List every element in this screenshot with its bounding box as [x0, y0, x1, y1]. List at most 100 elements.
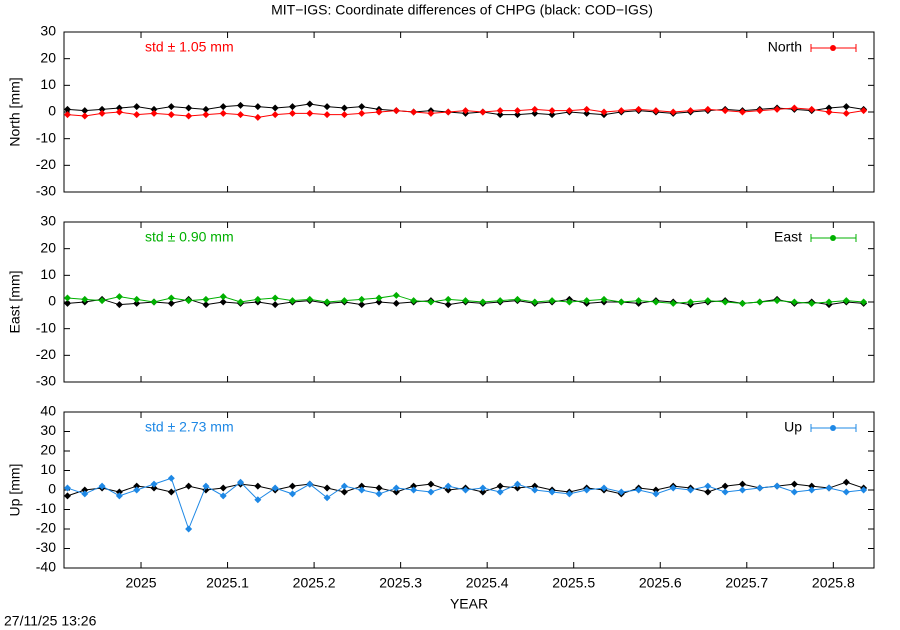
data-point [340, 488, 348, 496]
data-point [254, 113, 262, 121]
data-point [254, 103, 262, 111]
y-tick-label: 10 [40, 266, 56, 282]
data-point [808, 482, 816, 490]
std-annotation: std ± 0.90 mm [145, 229, 234, 245]
data-point [669, 299, 677, 307]
data-point [167, 111, 175, 119]
data-point [600, 295, 608, 303]
data-point [427, 109, 435, 117]
y-axis-label: North [mm] [7, 77, 23, 146]
data-point [340, 111, 348, 119]
data-point [115, 104, 123, 112]
data-point [860, 107, 868, 115]
data-point [98, 105, 106, 113]
data-point [825, 108, 833, 116]
data-point [288, 103, 296, 111]
data-point [427, 488, 435, 496]
y-tick-label: 0 [48, 103, 56, 119]
data-point [513, 484, 521, 492]
data-point [444, 108, 452, 116]
data-point [548, 107, 556, 115]
data-point [133, 299, 141, 307]
data-point [306, 109, 314, 117]
data-point [617, 488, 625, 496]
data-point [167, 488, 175, 496]
data-point [860, 486, 868, 494]
data-point [375, 294, 383, 302]
data-point [202, 295, 210, 303]
data-point [288, 109, 296, 117]
x-tick-label: 2025.3 [379, 575, 422, 591]
data-point [358, 301, 366, 309]
y-tick-label: -30 [36, 539, 56, 555]
data-point [773, 297, 781, 305]
x-tick-label: 2025 [125, 575, 156, 591]
data-point [219, 484, 227, 492]
data-point [63, 105, 71, 113]
data-point [496, 297, 504, 305]
data-point [790, 488, 798, 496]
legend-marker [830, 235, 836, 241]
data-point [462, 486, 470, 494]
data-point [513, 111, 521, 119]
y-axis-label: Up [mm] [7, 464, 23, 517]
y-tick-label: -30 [36, 373, 56, 389]
data-point [479, 484, 487, 492]
data-point [548, 488, 556, 496]
data-point [410, 486, 418, 494]
data-point [531, 109, 539, 117]
data-point [358, 486, 366, 494]
data-point [81, 490, 89, 498]
data-point [392, 299, 400, 307]
data-point [479, 298, 487, 306]
data-point [271, 484, 279, 492]
data-point [358, 109, 366, 117]
data-point [617, 298, 625, 306]
data-point [115, 108, 123, 116]
data-point [150, 105, 158, 113]
data-point [375, 108, 383, 116]
data-point [63, 294, 71, 302]
chart-title: MIT−IGS: Coordinate differences of CHPG … [271, 2, 653, 18]
data-point [496, 488, 504, 496]
data-point [496, 107, 504, 115]
data-point [340, 297, 348, 305]
y-tick-label: -20 [36, 346, 56, 362]
data-point [271, 111, 279, 119]
data-point [63, 299, 71, 307]
data-point [565, 107, 573, 115]
data-point [63, 484, 71, 492]
y-tick-label: 40 [40, 403, 56, 419]
data-point [254, 496, 262, 504]
x-tick-label: 2025.4 [466, 575, 509, 591]
data-point [237, 298, 245, 306]
x-tick-label: 2025.7 [725, 575, 768, 591]
y-tick-label: -10 [36, 500, 56, 516]
legend-label: East [774, 229, 802, 245]
data-point [81, 295, 89, 303]
data-point [496, 111, 504, 119]
data-point [392, 484, 400, 492]
data-point [392, 291, 400, 299]
data-point [133, 103, 141, 111]
data-point [81, 107, 89, 115]
data-point [323, 484, 331, 492]
data-point [63, 492, 71, 500]
data-point [219, 293, 227, 301]
data-point [185, 525, 193, 533]
y-tick-label: 30 [40, 213, 56, 229]
data-point [340, 104, 348, 112]
data-point [773, 105, 781, 113]
y-tick-label: 30 [40, 23, 56, 39]
data-point [652, 107, 660, 115]
y-tick-label: -10 [36, 319, 56, 335]
y-tick-label: 10 [40, 76, 56, 92]
data-point [133, 486, 141, 494]
data-point [81, 486, 89, 494]
data-point [202, 105, 210, 113]
data-point [790, 480, 798, 488]
data-point [375, 490, 383, 498]
data-point [808, 299, 816, 307]
x-axis-label: YEAR [450, 596, 488, 612]
